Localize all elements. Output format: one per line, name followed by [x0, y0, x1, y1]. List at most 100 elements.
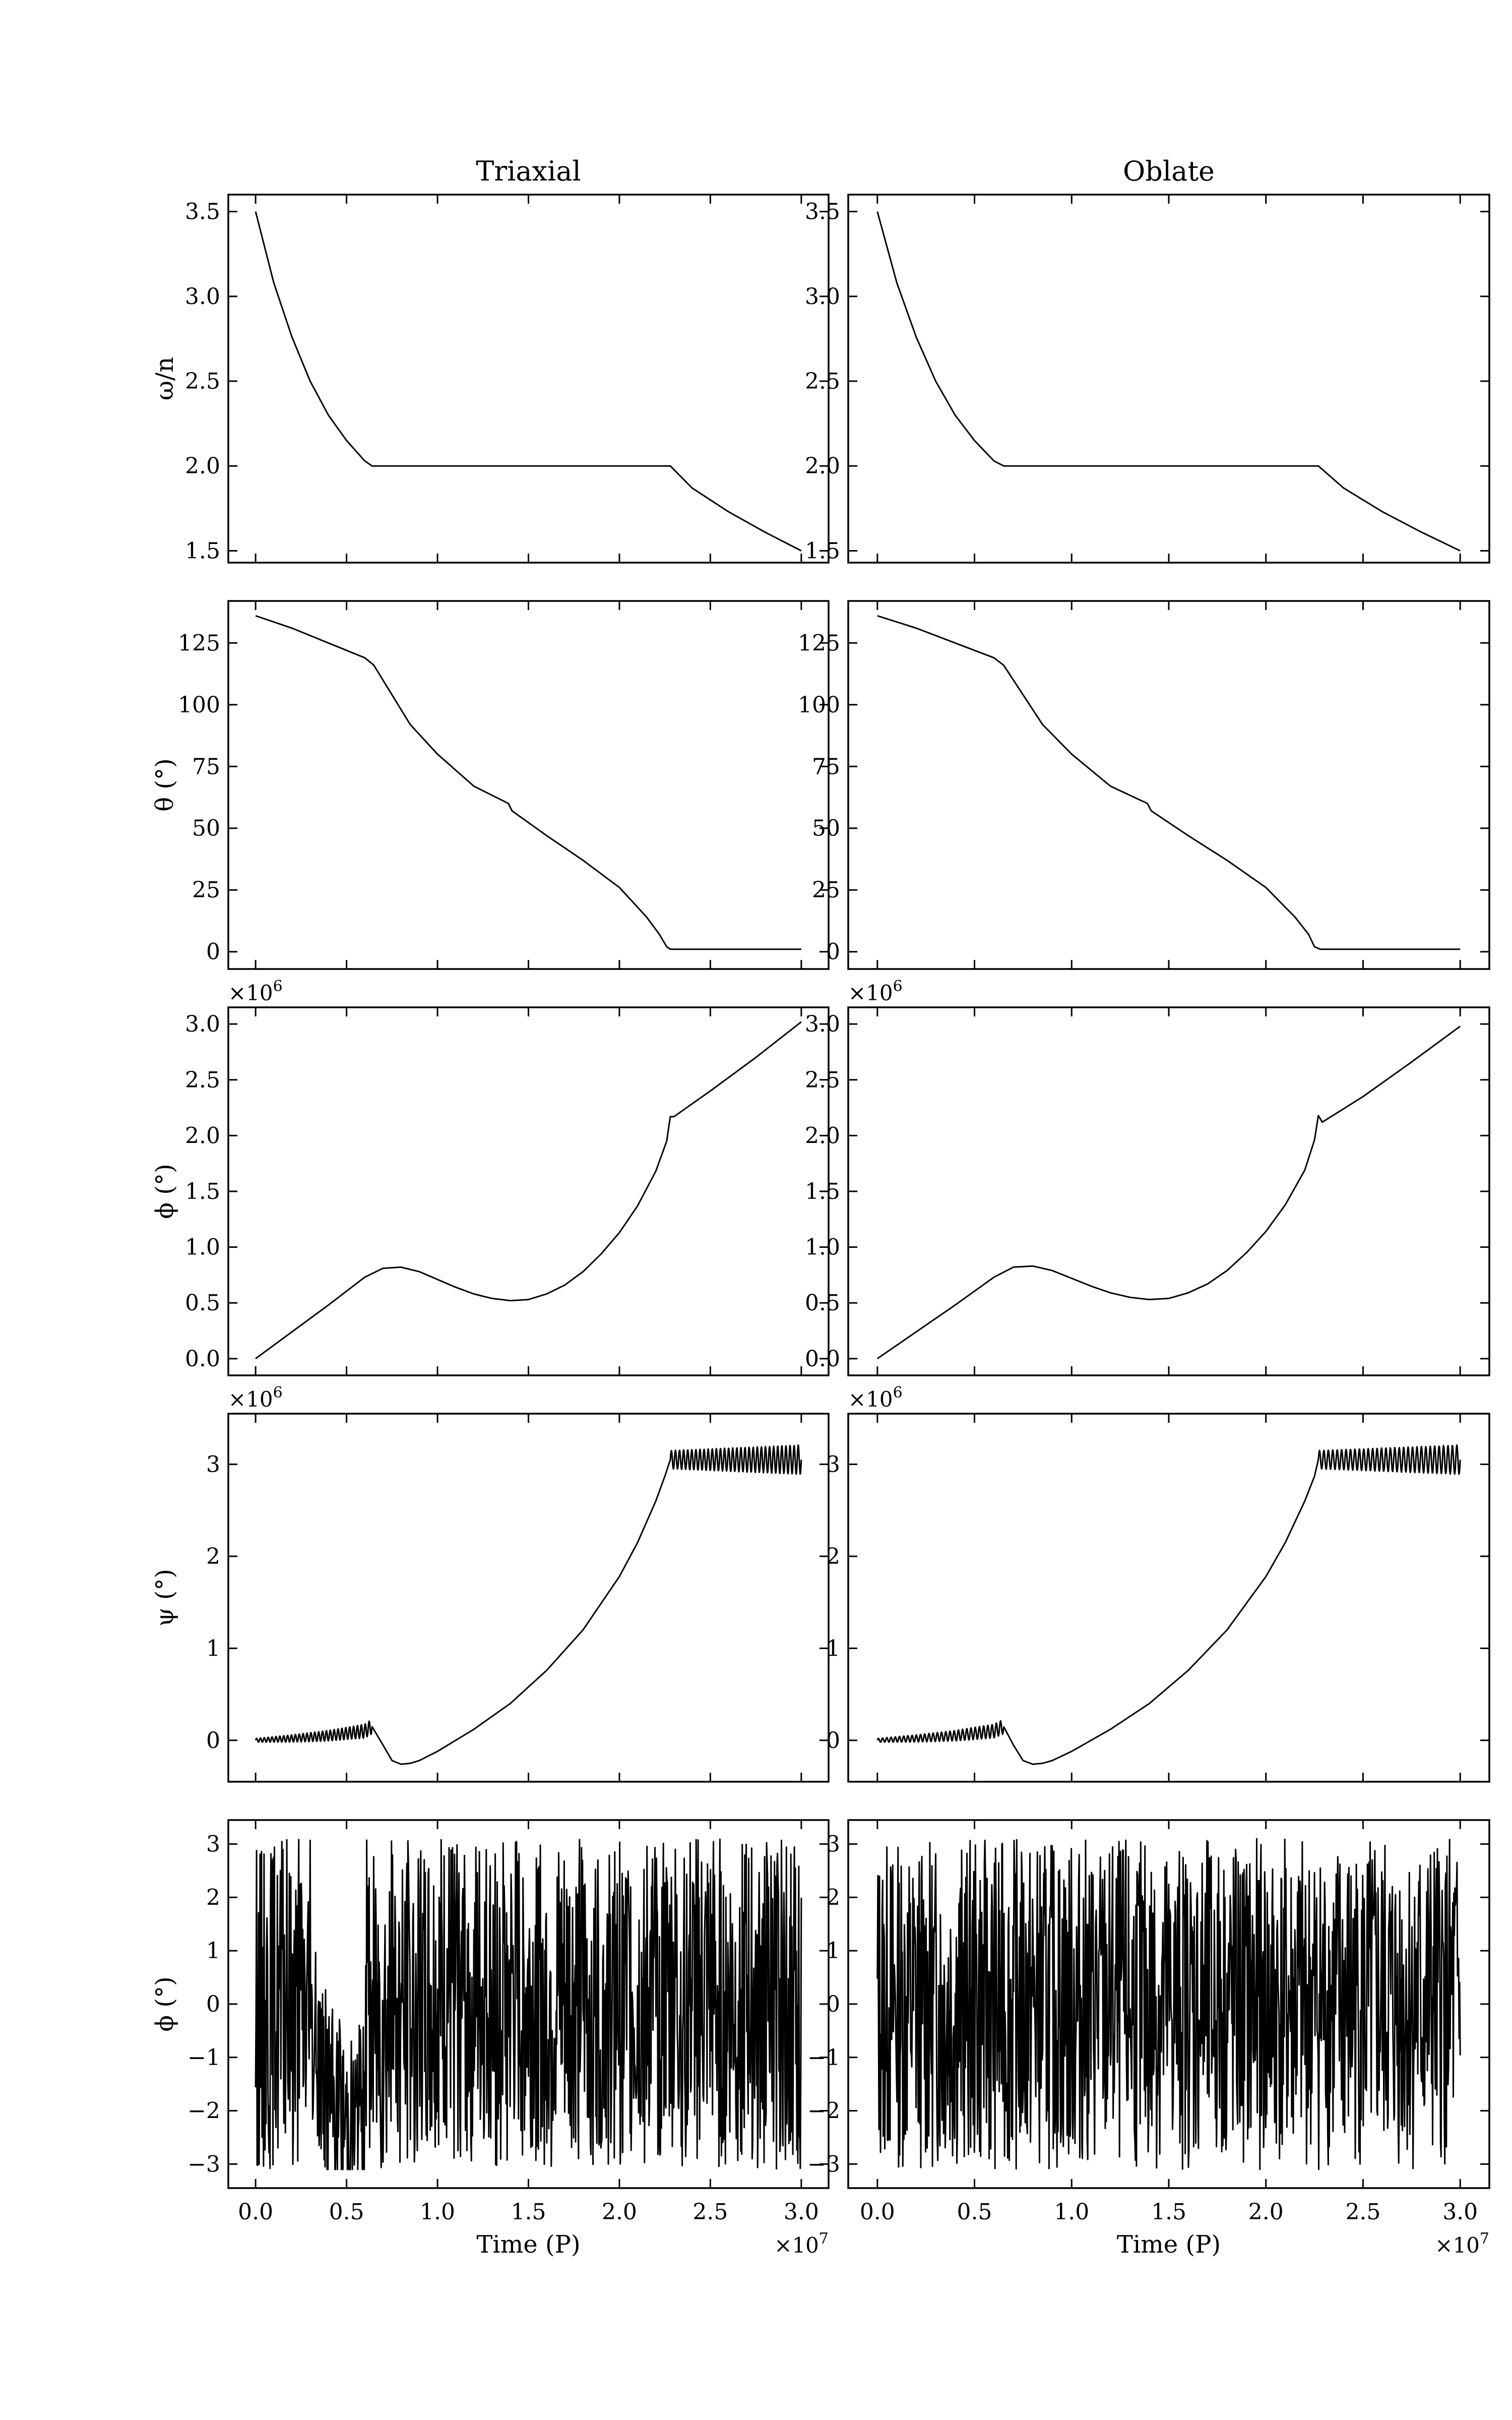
y-tick-label: 1 — [206, 1938, 220, 1964]
x-axis-label: Time (P) — [1117, 2230, 1221, 2259]
column-title: Oblate — [1123, 155, 1215, 187]
panel-triaxial-row-3: 0.0 0.5 1.0 1.5 2.0 2.5 3.0 ×106 ϕ (°) — [151, 978, 830, 1376]
column-title: Triaxial — [476, 155, 581, 187]
y-tick-label: 2.5 — [805, 369, 840, 394]
y-tick-label: 50 — [192, 816, 220, 841]
x-tick-label: 0.5 — [957, 2199, 992, 2225]
series-line — [876, 1838, 1461, 2170]
x-tick-label: 1.0 — [1054, 2199, 1089, 2225]
y-tick-label: 3 — [826, 1832, 840, 1857]
y-offset-label: ×106 — [228, 978, 283, 1005]
series-line — [255, 1444, 802, 1765]
y-tick-label: −3 — [187, 2151, 220, 2177]
x-tick-label: 2.0 — [602, 2199, 637, 2225]
y-tick-label: 0 — [206, 939, 220, 965]
y-tick-label: 3.0 — [805, 284, 840, 310]
y-tick-label: 3.0 — [185, 284, 220, 310]
y-tick-label: 2 — [826, 1544, 840, 1569]
panel-triaxial-row-2: 0 25 50 75 100 125 θ (°) — [151, 600, 830, 970]
x-tick-label: 0.5 — [329, 2199, 364, 2225]
y-tick-label: 0 — [206, 1991, 220, 2017]
plot-frame — [847, 194, 1490, 564]
y-tick-label: 1 — [826, 1636, 840, 1661]
y-tick-label: 125 — [178, 630, 220, 656]
series-line — [876, 211, 1461, 552]
y-tick-label: 1.5 — [185, 538, 220, 564]
y-tick-label: 3 — [206, 1451, 220, 1477]
y-tick-label: 1 — [826, 1938, 840, 1964]
y-tick-label: 2.0 — [805, 453, 840, 479]
plot-frame — [227, 600, 830, 970]
x-tick-label: 3.0 — [1442, 2199, 1478, 2225]
y-offset-label: ×106 — [228, 1384, 283, 1412]
y-tick-label: 0 — [826, 939, 840, 965]
y-tick-label: 2.5 — [185, 369, 220, 394]
y-tick-label: 3.5 — [805, 199, 840, 225]
y-tick-label: 25 — [192, 877, 220, 903]
x-tick-label: 3.0 — [784, 2199, 819, 2225]
y-tick-label: 3 — [206, 1832, 220, 1857]
y-axis-label: ψ (°) — [151, 1569, 179, 1626]
y-tick-label: −1 — [807, 2045, 840, 2071]
y-tick-label: 2.5 — [805, 1067, 840, 1093]
series-line — [877, 615, 1461, 950]
plot-frame — [227, 194, 830, 564]
y-tick-label: 125 — [798, 630, 840, 656]
x-tick-label: 0.0 — [238, 2199, 273, 2225]
y-offset-label: ×106 — [848, 978, 903, 1005]
y-tick-label: 0.0 — [185, 1346, 220, 1372]
y-tick-label: 2.0 — [185, 453, 220, 479]
y-tick-label: 2 — [206, 1544, 220, 1569]
plot-frame — [227, 1006, 830, 1376]
y-tick-label: 3.0 — [805, 1011, 840, 1037]
series-line — [255, 211, 802, 552]
y-tick-label: 100 — [798, 692, 840, 718]
series-line — [255, 1021, 802, 1360]
x-tick-label: 1.5 — [511, 2199, 546, 2225]
x-tick-label: 1.0 — [420, 2199, 455, 2225]
y-tick-label: 0 — [826, 1991, 840, 2017]
y-tick-label: −2 — [187, 2098, 220, 2124]
y-tick-label: 0.0 — [805, 1346, 840, 1372]
series-line — [876, 1444, 1461, 1765]
x-offset-label: ×107 — [1435, 2230, 1489, 2258]
y-tick-label: −3 — [807, 2151, 840, 2177]
plot-frame — [847, 1006, 1490, 1376]
y-tick-label: 1.0 — [805, 1235, 840, 1260]
series-line — [876, 1025, 1461, 1360]
panel-oblate-row-5: 0.0 0.5 1.0 1.5 2.0 2.5 3.0 −3 −2 −1 0 1 2 3 Time (P) ×… — [807, 1819, 1490, 2259]
y-axis-label: ϕ (°) — [151, 1164, 179, 1219]
x-tick-label: 2.5 — [1345, 2199, 1380, 2225]
y-tick-label: 2 — [206, 1885, 220, 1910]
panel-triaxial-row-4: 0 1 2 3 ×106 ψ (°) — [151, 1384, 830, 1783]
series-line — [255, 615, 801, 950]
y-tick-label: 0.5 — [185, 1290, 220, 1316]
panel-triaxial-row-1: 1.5 2.0 2.5 3.0 3.5 ω/n — [151, 194, 830, 564]
x-axis-label: Time (P) — [476, 2230, 580, 2259]
panel-oblate-row-1: 1.5 2.0 2.5 3.0 3.5 — [805, 194, 1490, 564]
panel-oblate-row-4: 0 1 2 3 ×106 — [826, 1384, 1490, 1783]
y-tick-label: 1.5 — [185, 1179, 220, 1204]
x-tick-label: 1.5 — [1151, 2199, 1186, 2225]
y-tick-label: 3 — [826, 1451, 840, 1477]
y-tick-label: 2 — [826, 1885, 840, 1910]
y-tick-label: 0 — [206, 1728, 220, 1753]
y-tick-label: −2 — [807, 2098, 840, 2124]
y-tick-label: 25 — [812, 877, 840, 903]
y-tick-label: 50 — [812, 816, 840, 841]
plot-frame — [847, 600, 1490, 970]
x-tick-label: 2.0 — [1248, 2199, 1284, 2225]
x-tick-label: 0.0 — [860, 2199, 895, 2225]
y-tick-label: 1.5 — [805, 1179, 840, 1204]
y-tick-label: 1 — [206, 1636, 220, 1661]
y-tick-label: 1.5 — [805, 538, 840, 564]
y-tick-label: 0.5 — [805, 1290, 840, 1316]
y-tick-label: 3.5 — [185, 199, 220, 225]
y-axis-label: θ (°) — [151, 758, 179, 812]
x-offset-label: ×107 — [774, 2230, 829, 2258]
x-tick-label: 2.5 — [692, 2199, 728, 2225]
series-line — [255, 1838, 802, 2170]
y-offset-label: ×106 — [848, 1384, 903, 1412]
y-tick-label: 75 — [192, 754, 220, 779]
